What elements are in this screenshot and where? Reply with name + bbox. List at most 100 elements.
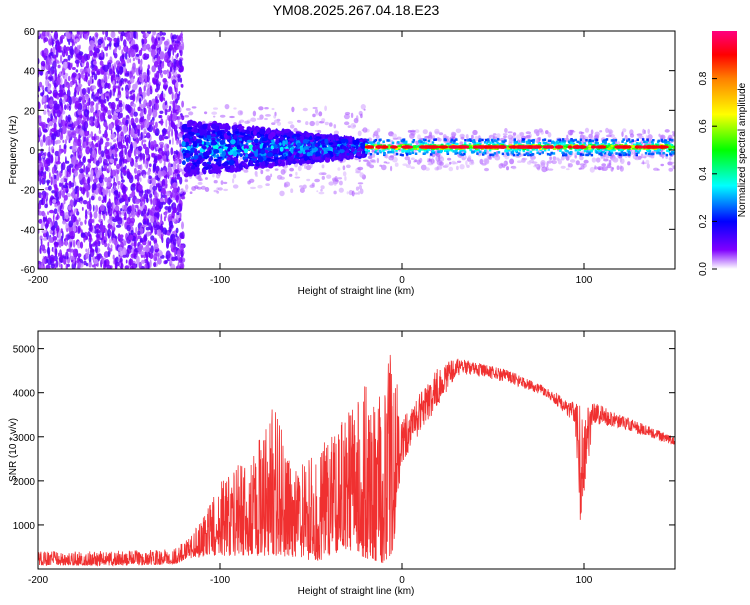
heatmap-cell [465, 134, 469, 140]
heatmap-cell [54, 190, 57, 196]
heatmap-cell [156, 183, 161, 188]
heatmap-cell [97, 116, 100, 125]
heatmap-cell [71, 72, 77, 78]
heatmap-cell [105, 141, 109, 147]
heatmap-cell [171, 256, 177, 262]
heatmap-cell [162, 227, 167, 235]
heatmap-cell [136, 173, 140, 182]
heatmap-cell [117, 246, 123, 252]
heatmap-cell [72, 141, 75, 146]
heatmap-cell [124, 146, 127, 156]
heatmap-cell [124, 212, 127, 220]
heatmap-cell [44, 152, 47, 157]
heatmap-cell [94, 143, 99, 148]
heatmap-cell [45, 71, 49, 78]
heatmap-cell [272, 139, 275, 145]
heatmap-cell [181, 37, 184, 44]
heatmap-cell [42, 95, 46, 103]
heatmap-cell [166, 144, 170, 149]
heatmap-cell [272, 148, 279, 154]
heatmap-cell [64, 256, 67, 260]
heatmap-cell [85, 262, 89, 267]
heatmap-cell [643, 156, 647, 159]
heatmap-cell [70, 214, 76, 223]
heatmap-cell [279, 176, 285, 180]
heatmap-cell [173, 173, 176, 178]
heatmap-cell [104, 242, 108, 248]
heatmap-cell [367, 155, 373, 160]
heatmap-cell [538, 136, 541, 141]
heatmap-cell [314, 178, 320, 183]
heatmap-cell [325, 153, 330, 158]
heatmap-cell [366, 138, 370, 142]
heatmap-cell [121, 145, 124, 154]
heatmap-cell [132, 190, 135, 198]
heatmap-cell [68, 61, 70, 70]
heatmap-cell [129, 77, 135, 84]
heatmap-cell [148, 222, 152, 231]
heatmap-cell [92, 60, 97, 66]
heatmap-cell [115, 198, 118, 206]
heatmap-cell [172, 206, 177, 214]
heatmap-cell [168, 86, 173, 95]
heatmap-cell [294, 176, 301, 179]
heatmap-cell [153, 242, 159, 251]
heatmap-cell [150, 245, 154, 254]
heatmap-cell [125, 137, 129, 144]
heatmap-cell [125, 259, 128, 264]
heatmap-cell [131, 204, 134, 213]
heatmap-cell [160, 233, 163, 241]
heatmap-cell [73, 121, 79, 126]
heatmap-cell [338, 180, 343, 186]
heatmap-cell [164, 108, 168, 116]
heatmap-cell [150, 140, 154, 148]
heatmap-cell [567, 129, 574, 136]
heatmap-cell [71, 67, 76, 70]
heatmap-cell [120, 77, 124, 83]
heatmap-cell [181, 160, 186, 166]
heatmap-cell [59, 134, 64, 141]
heatmap-cell [54, 54, 57, 62]
heatmap-cell [417, 134, 421, 140]
heatmap-cell [606, 134, 612, 138]
heatmap-cell [215, 173, 221, 179]
heatmap-cell [65, 156, 67, 165]
heatmap-cell [174, 43, 179, 51]
heatmap-cell [165, 174, 168, 180]
heatmap-cell [92, 114, 96, 122]
heatmap-cell [69, 248, 74, 253]
heatmap-cell [214, 165, 219, 171]
heatmap-cell [168, 105, 172, 111]
heatmap-cell [452, 162, 458, 165]
heatmap-cell [157, 83, 160, 91]
heatmap-cell [394, 162, 399, 167]
heatmap-cell [274, 154, 278, 158]
heatmap-cell [90, 131, 94, 138]
heatmap-cell [175, 164, 182, 169]
heatmap-cell [107, 204, 111, 214]
heatmap-cell [631, 151, 634, 155]
heatmap-cell [438, 132, 444, 136]
heatmap-cell [75, 69, 79, 73]
heatmap-cell [42, 129, 48, 133]
heatmap-cell [137, 164, 141, 170]
heatmap-cell [57, 103, 60, 110]
heatmap-cell [102, 133, 105, 138]
heatmap-cell [69, 96, 72, 106]
heatmap-cell [78, 154, 81, 160]
heatmap-cell [130, 217, 135, 224]
heatmap-cell [47, 139, 52, 146]
heatmap-cell [142, 143, 147, 150]
heatmap-cell [213, 180, 218, 184]
heatmap-cell [87, 158, 92, 163]
heatmap-cell [338, 187, 344, 193]
heatmap-cell [342, 171, 347, 177]
heatmap-cell [86, 189, 89, 199]
heatmap-cell [672, 132, 675, 137]
heatmap-cell [167, 130, 171, 139]
heatmap-cell [129, 193, 133, 198]
heatmap-cell [334, 149, 339, 154]
heatmap-cell [212, 174, 215, 178]
heatmap-cell [668, 157, 672, 161]
heatmap-cell [355, 143, 359, 150]
